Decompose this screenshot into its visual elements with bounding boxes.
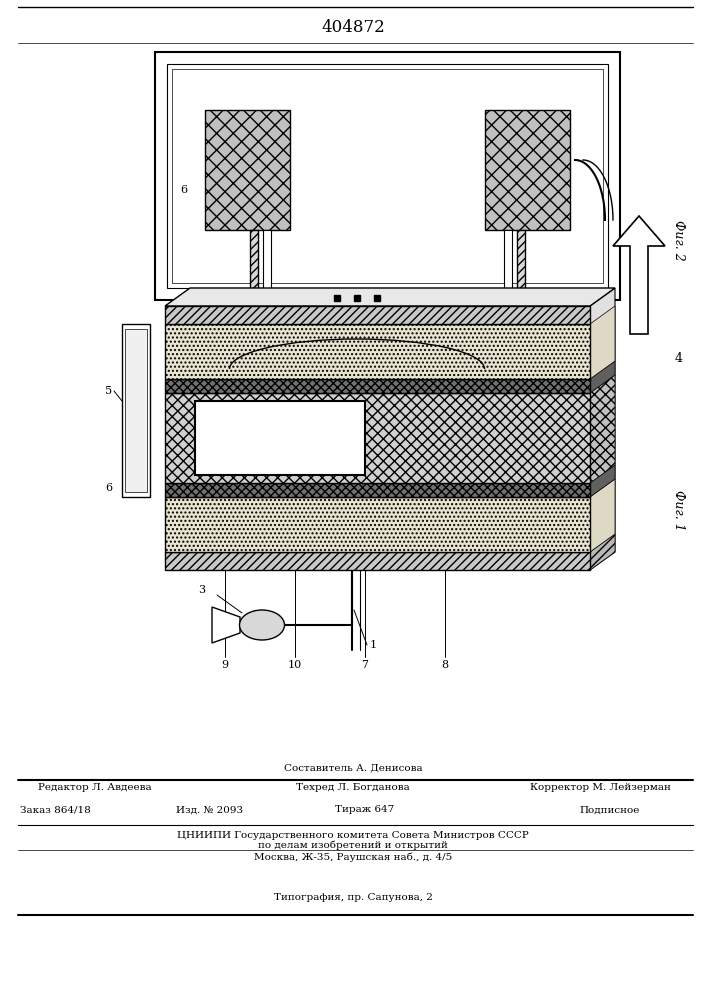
Text: ЦНИИПИ Государственного комитета Совета Министров СССР: ЦНИИПИ Государственного комитета Совета …: [177, 830, 529, 840]
Polygon shape: [165, 288, 615, 306]
Text: 5: 5: [105, 386, 112, 396]
Polygon shape: [590, 479, 615, 552]
Text: 1: 1: [370, 640, 377, 650]
Bar: [195, 401, 365, 475]
Polygon shape: [590, 465, 615, 497]
Text: 2: 2: [556, 335, 563, 345]
Bar: [165, 379, 590, 393]
Bar: [165, 497, 590, 552]
Polygon shape: [212, 607, 240, 643]
Bar: [165, 393, 590, 483]
Bar: [125, 329, 147, 492]
Polygon shape: [613, 216, 665, 334]
Text: Изд. № 2093: Изд. № 2093: [177, 806, 244, 814]
Polygon shape: [590, 288, 615, 570]
Text: Фиг. 2: Фиг. 2: [672, 220, 685, 260]
Text: 9: 9: [221, 660, 228, 670]
Text: Фиг. 1: Фиг. 1: [672, 490, 685, 530]
Text: 7: 7: [361, 660, 368, 670]
Text: Редактор Л. Авдеева: Редактор Л. Авдеева: [38, 784, 152, 792]
Bar: [165, 483, 590, 497]
Text: 3: 3: [199, 585, 206, 595]
Bar: [165, 324, 590, 379]
Text: Типография, пр. Сапунова, 2: Типография, пр. Сапунова, 2: [274, 892, 433, 902]
Bar: [205, 110, 290, 230]
Text: Составитель А. Денисова: Составитель А. Денисова: [284, 764, 422, 772]
Text: Техред Л. Богданова: Техред Л. Богданова: [296, 784, 410, 792]
Bar: [250, 230, 258, 300]
Bar: [497, 300, 532, 325]
Polygon shape: [590, 375, 615, 483]
Ellipse shape: [240, 610, 284, 640]
Text: по делам изобретений и открытий: по делам изобретений и открытий: [258, 840, 448, 850]
Text: Москва, Ж-35, Раушская наб., д. 4/5: Москва, Ж-35, Раушская наб., д. 4/5: [254, 852, 452, 862]
Text: 4: 4: [675, 353, 683, 365]
Bar: [122, 324, 150, 497]
Bar: [172, 69, 603, 283]
Bar: [165, 552, 590, 570]
Text: Корректор М. Лейзерман: Корректор М. Лейзерман: [530, 784, 670, 792]
Text: 6: 6: [105, 483, 112, 493]
Bar: [155, 52, 620, 300]
Bar: [263, 230, 271, 300]
Polygon shape: [590, 306, 615, 379]
Text: 404872: 404872: [321, 19, 385, 36]
Bar: [517, 230, 525, 300]
Text: Тираж 647: Тираж 647: [335, 806, 395, 814]
Text: 5: 5: [281, 335, 288, 345]
Bar: [504, 230, 512, 300]
Text: Подписное: Подписное: [580, 806, 640, 814]
Text: 4: 4: [380, 403, 387, 413]
Bar: [243, 300, 278, 325]
Bar: [165, 306, 590, 324]
Polygon shape: [590, 534, 615, 570]
Bar: [273, 308, 502, 320]
Text: 8: 8: [441, 660, 448, 670]
Text: 4: 4: [383, 345, 390, 355]
Bar: [167, 64, 608, 288]
Text: Заказ 864/18: Заказ 864/18: [20, 806, 90, 814]
Bar: [485, 110, 570, 230]
Polygon shape: [590, 361, 615, 393]
Text: 10: 10: [288, 660, 302, 670]
Text: 6: 6: [180, 185, 187, 195]
